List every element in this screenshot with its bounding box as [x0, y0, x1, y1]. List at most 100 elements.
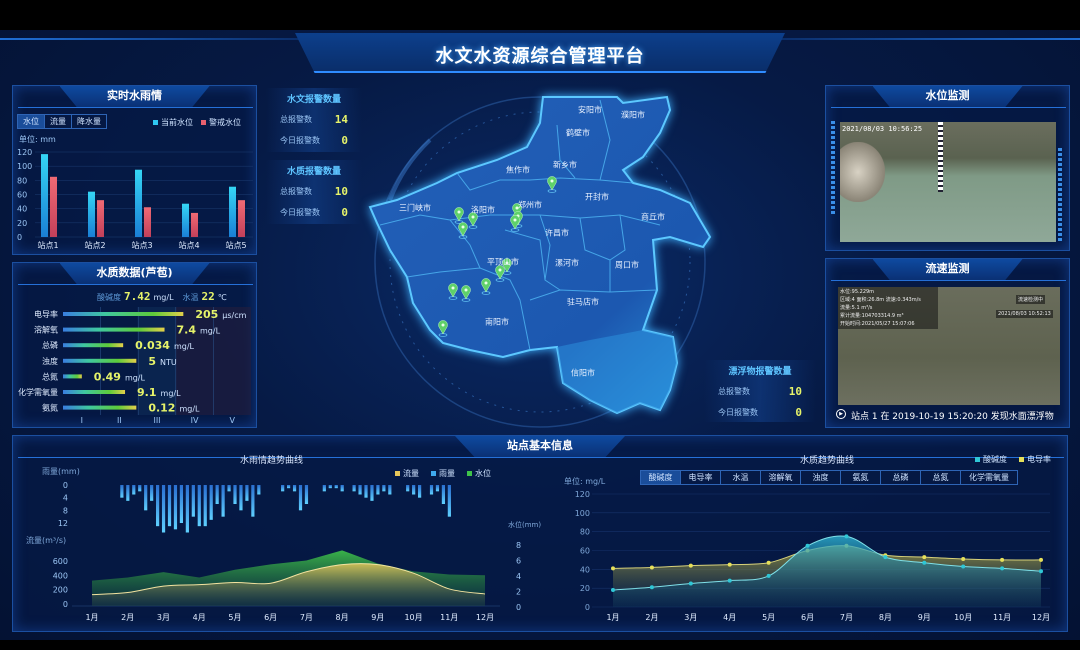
divider: [831, 280, 1066, 281]
quality-row-label: 氨氮: [42, 403, 58, 413]
tab-quality-metric[interactable]: 酸碱度: [641, 471, 681, 484]
city-label[interactable]: 周口市: [615, 260, 639, 270]
tab-quality-metric[interactable]: 电导率: [681, 471, 721, 484]
tab-flow[interactable]: 流量: [45, 115, 72, 128]
rain-trend-title: 水雨情趋势曲线: [240, 456, 304, 466]
x-tick-label: 8月: [336, 613, 349, 622]
rain-bar: [382, 485, 386, 492]
rain-bar: [233, 485, 237, 504]
panel-title: 站点基本信息: [455, 436, 625, 458]
city-label[interactable]: 平顶山市: [487, 257, 519, 267]
region-xinyang[interactable]: [557, 330, 677, 413]
legend-label: 当前水位: [161, 118, 193, 127]
quality-row-label: 浊度: [42, 356, 58, 366]
city-label[interactable]: 三门峡市: [399, 203, 431, 213]
flow-video[interactable]: 水位:95.229m 区域:4 面积:26.8m 流速:0.343m/s 流量:…: [838, 287, 1060, 405]
today-alarm-label: 今日报警数: [718, 408, 758, 417]
rain-tick-label: 4: [63, 494, 68, 503]
page-title: 水文水资源综合管理平台: [435, 46, 645, 67]
map-pin-icon[interactable]: [468, 212, 478, 229]
map-pin-icon[interactable]: [454, 207, 464, 224]
tab-quality-metric[interactable]: 总磷: [881, 471, 921, 484]
decor-ring: [389, 111, 691, 413]
decor-arc: [388, 138, 432, 201]
rain-bar: [161, 485, 166, 533]
city-label[interactable]: 鹤壁市: [566, 128, 590, 138]
water-level-video[interactable]: 2021/08/03 10:56:25: [840, 122, 1056, 242]
x-tick-label: 6月: [801, 613, 814, 622]
map-pin-icon[interactable]: [481, 278, 491, 295]
map-pin-icon[interactable]: [438, 320, 448, 337]
quality-trend-title: 水质趋势曲线: [800, 456, 855, 466]
pin-dot: [441, 323, 445, 327]
rain-bar: [370, 485, 374, 501]
tab-quality-metric[interactable]: 水温: [721, 471, 761, 484]
rain-bar: [191, 485, 195, 517]
city-label[interactable]: 驻马店市: [567, 297, 599, 307]
legend-swatch: [201, 120, 206, 125]
rain-bar: [435, 485, 440, 492]
level-tick-label: 8: [516, 541, 521, 550]
pin-head: [468, 212, 478, 227]
city-label[interactable]: 濮阳市: [621, 110, 645, 120]
city-label[interactable]: 漯河市: [555, 258, 579, 268]
video-timestamp: 2021/08/03 10:56:25: [842, 125, 923, 133]
map-pin-icon[interactable]: [448, 283, 458, 300]
map-pin-icon[interactable]: [510, 215, 520, 232]
pin-head: [510, 215, 520, 230]
data-point: [844, 534, 849, 539]
tab-quality-metric[interactable]: 总氮: [921, 471, 961, 484]
rain-bar: [334, 485, 338, 489]
map-pin-icon[interactable]: [495, 265, 505, 282]
legend-swatch: [431, 471, 436, 476]
pin-head: [502, 258, 512, 273]
y-tick-label: 80: [17, 176, 27, 185]
city-label[interactable]: 洛阳市: [471, 205, 495, 215]
data-point: [688, 581, 693, 586]
quality-bar: [63, 343, 124, 348]
city-label[interactable]: 南阳市: [485, 317, 509, 327]
play-icon[interactable]: ▶: [836, 409, 846, 419]
map-pin-icon[interactable]: [461, 285, 471, 302]
city-label[interactable]: 开封市: [585, 192, 609, 202]
tab-quality-metric[interactable]: 浊度: [801, 471, 841, 484]
city-label[interactable]: 商丘市: [641, 212, 665, 222]
map-pin-icon[interactable]: [547, 176, 557, 193]
tab-quality-metric[interactable]: 化学需氧量: [969, 473, 1009, 482]
city-label[interactable]: 郑州市: [518, 200, 542, 210]
city-label[interactable]: 许昌市: [545, 228, 569, 238]
x-tick-label: 9月: [371, 613, 384, 622]
pin-head: [512, 203, 522, 218]
bar-current: [41, 154, 48, 237]
y-tick-label: 100: [575, 509, 590, 518]
tab-quality-metric[interactable]: 溶解氧: [761, 471, 801, 484]
x-tick-label: 12月: [476, 613, 494, 622]
legend-label: 雨量: [439, 469, 455, 478]
map-pin-icon[interactable]: [458, 222, 468, 239]
city-label[interactable]: 安阳市: [578, 105, 602, 115]
total-alarm-count: 14: [334, 113, 348, 126]
x-tick-label: 11月: [440, 613, 458, 622]
city-label[interactable]: 新乡市: [553, 160, 577, 170]
flow-axis-label: 流量(m³/s): [26, 535, 66, 545]
quality-row-value: 0.12 mg/L: [148, 402, 200, 415]
rain-bar: [364, 485, 368, 498]
alert-ticker[interactable]: ▶ 站点 1 在 2019-10-19 15:20:20 发现水面漂浮物: [836, 409, 1066, 422]
map-pin-icon[interactable]: [502, 258, 512, 275]
tab-water-level[interactable]: 水位: [18, 115, 45, 128]
unit-label: 单位: mm: [19, 135, 56, 144]
pin-dot: [484, 281, 488, 285]
y-tick-label: 0: [585, 603, 590, 612]
data-point: [961, 556, 966, 561]
rain-bar: [251, 485, 255, 517]
water-quality-panel: 水质数据(芦苞) 酸碱度 7.42 mg/L 水温 22 ℃ I II III IV V…: [12, 262, 257, 428]
legend-swatch: [153, 120, 158, 125]
flow-area: [92, 563, 485, 606]
x-tick-label: 6月: [264, 613, 277, 622]
city-label[interactable]: 信阳市: [571, 368, 595, 378]
data-point: [883, 555, 888, 560]
tab-quality-metric[interactable]: 氨氮: [841, 471, 881, 484]
tab-rainfall[interactable]: 降水量: [77, 117, 101, 126]
city-label[interactable]: 焦作市: [506, 165, 530, 175]
